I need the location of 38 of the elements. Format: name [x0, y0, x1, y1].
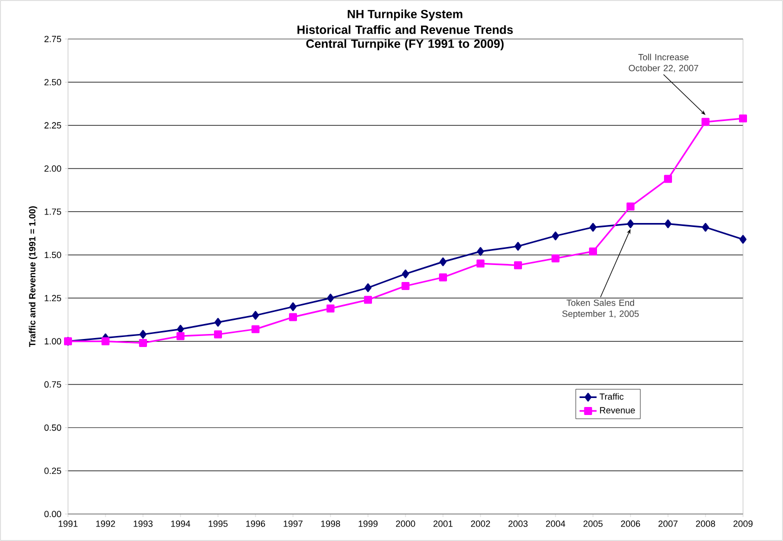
annotation: Toll Increase October 22, 2007	[628, 54, 698, 72]
x-tick-label: 2000	[396, 520, 416, 527]
x-tick-label: 1999	[358, 520, 378, 527]
x-tick-label: 1998	[321, 520, 340, 527]
x-tick-label: 1992	[96, 520, 116, 527]
x-tick-label: 2003	[508, 520, 528, 527]
x-tick-label: 1993	[134, 520, 153, 527]
x-tick-label: 1996	[246, 520, 266, 527]
y-tick-label: 1.25	[44, 294, 62, 302]
y-axis-title: Traffic and Revenue (1991 = 1.00)	[28, 206, 38, 348]
x-tick-label: 2009	[733, 520, 753, 527]
x-tick-label: 1991	[58, 520, 78, 527]
x-tick-label: 1997	[284, 520, 303, 527]
x-tick-label: 1995	[208, 520, 228, 527]
x-tick-label: 1994	[171, 520, 190, 527]
x-tick-label: 2004	[546, 520, 566, 527]
legend-label: Traffic	[600, 393, 624, 400]
x-tick-label: 2001	[433, 520, 453, 527]
y-tick-label: 1.50	[44, 252, 62, 258]
x-tick-label: 2008	[696, 520, 716, 527]
chart-subtitle: Historical Traffic and Revenue Trends Central Turnpike (FY 1991 to 2009)	[298, 25, 513, 50]
x-tick-label: 2006	[620, 520, 640, 527]
x-tick-label: 2007	[658, 520, 678, 527]
y-tick-label: 2.00	[44, 165, 62, 172]
y-tick-label: 1.75	[44, 208, 62, 215]
y-tick-label: 0.50	[44, 424, 62, 431]
y-tick-label: 0.25	[44, 468, 62, 474]
x-tick-label: 2002	[470, 520, 490, 527]
y-tick-label: 2.50	[44, 78, 62, 86]
annotation: Token Sales End September 1, 2005	[562, 299, 639, 319]
y-tick-label: 2.25	[44, 122, 62, 129]
x-tick-label: 2005	[583, 520, 603, 527]
y-tick-label: 2.75	[44, 36, 62, 42]
chart-title: NH Turnpike System	[348, 10, 462, 21]
y-tick-label: 1.00	[44, 338, 62, 344]
legend-label: Revenue	[600, 407, 635, 414]
y-tick-label: 0.00	[44, 510, 62, 518]
y-tick-label: 0.75	[44, 381, 62, 388]
